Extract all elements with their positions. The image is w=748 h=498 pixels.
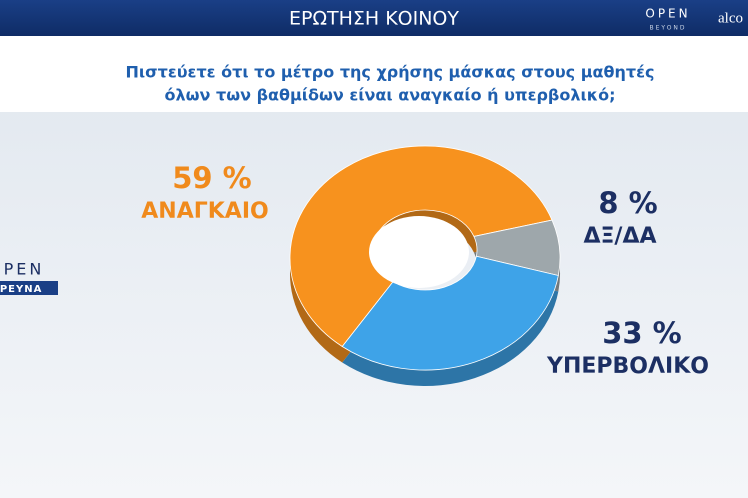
value-label: 59 % (172, 161, 252, 195)
logo-text: ΕΡΕΥΝΑ (0, 284, 42, 295)
question-line: Πιστεύετε ότι το μέτρο της χρήσης μάσκας… (126, 63, 655, 82)
logo-text: OPEN (645, 7, 690, 21)
value-label: 33 % (602, 316, 682, 350)
slice (341, 255, 559, 371)
category-label: ΑΝΑΓΚΑΙΟ (141, 199, 268, 224)
category-label: ΥΠΕΡΒΟΛΙΚΟ (546, 354, 709, 379)
question-band (0, 36, 748, 112)
logo-text: BEYOND (649, 25, 686, 32)
title: ΕΡΩΤΗΣΗ ΚΟΙΝΟΥ (289, 8, 459, 30)
title-bar (0, 0, 748, 36)
logo-text: OPEN (0, 260, 44, 279)
category-label: ΔΞ/ΔΑ (583, 224, 656, 249)
logo-box (0, 281, 58, 295)
logo-text: alco (718, 10, 743, 26)
donut (289, 145, 561, 387)
question-line: όλων των βαθμίδων είναι αναγκαίο ή υπερβ… (164, 86, 615, 105)
donut-hole (369, 216, 469, 288)
value-label: 8 % (598, 186, 657, 220)
